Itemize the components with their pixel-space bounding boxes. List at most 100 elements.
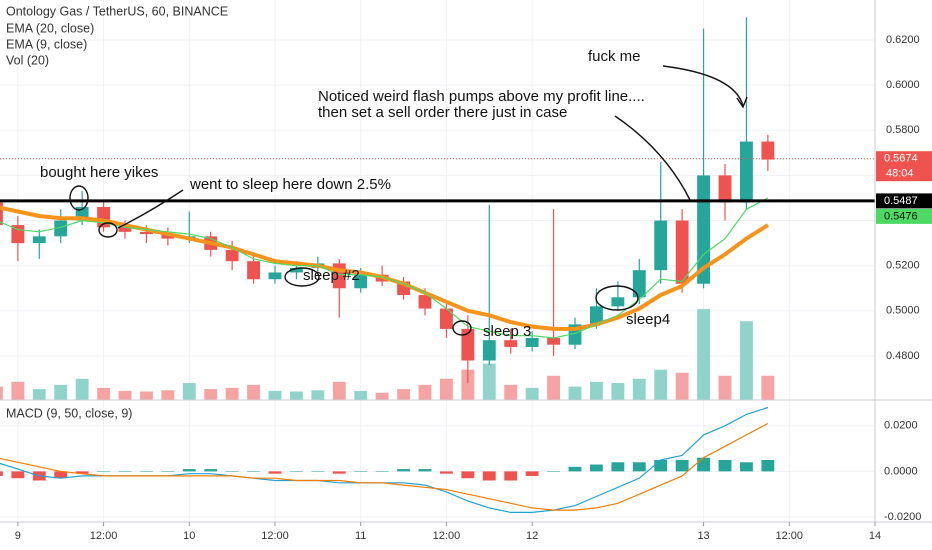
volume-bar: [418, 384, 432, 400]
candle-body: [675, 220, 689, 284]
y-tick-label: 0.5200: [886, 260, 920, 272]
annotation: went to sleep here down 2.5%: [189, 176, 391, 193]
volume-bar: [75, 378, 89, 400]
candle-body: [268, 272, 282, 280]
macd-histogram-bar: [761, 459, 775, 472]
macd-histogram-bar: [418, 469, 432, 472]
candle-body: [354, 274, 368, 289]
macd-histogram-bar: [11, 471, 25, 479]
volume-bar: [504, 384, 518, 400]
x-tick-label: 11: [355, 530, 366, 542]
macd-histogram-bar: [140, 471, 153, 472]
x-tick-label: 10: [183, 530, 195, 542]
x-tick-label: 12:00: [776, 530, 804, 542]
macd-histogram-bar: [740, 462, 753, 472]
macd-histogram-bar: [54, 471, 68, 479]
macd-histogram-bar: [697, 457, 710, 472]
x-tick-label: 12:00: [90, 530, 118, 542]
price-label: 0.5674: [884, 153, 918, 165]
indicator-label: EMA (20, close): [6, 21, 94, 35]
candle-body: [32, 236, 46, 244]
volume-bar: [140, 391, 153, 400]
annotation-arrow: [117, 189, 184, 229]
x-tick-label: 14: [869, 530, 881, 542]
ema-label: 0.5476: [884, 210, 918, 222]
axis-layer: 0.48000.50000.52000.54000.56000.58000.60…: [15, 34, 932, 542]
volume-bar: [332, 381, 346, 400]
candle-body: [525, 337, 539, 347]
volume-bar: [654, 369, 668, 400]
candle-body: [482, 340, 496, 361]
candle-body: [225, 249, 239, 262]
annotation-circle: [284, 267, 320, 287]
candle-body: [504, 340, 518, 347]
x-tick-label: 12:00: [261, 530, 289, 542]
price-label: 0.5487: [884, 195, 918, 207]
volume-bar: [118, 390, 132, 400]
macd-histogram-bar: [482, 471, 496, 481]
macd-histogram-bar: [354, 471, 368, 472]
y-tick-label: 0.6200: [886, 34, 920, 46]
countdown: 48:04: [886, 168, 914, 180]
candle-body: [697, 175, 710, 284]
indicator-label: MACD (9, 50, close, 9): [6, 406, 132, 420]
candle-body: [140, 231, 153, 235]
annotation-circle: [452, 320, 472, 336]
volume-bar: [161, 390, 175, 400]
volume-bar: [697, 309, 710, 400]
macd-histogram-bar: [568, 466, 582, 472]
chart-title: Ontology Gas / TetherUS, 60, BINANCE: [6, 4, 228, 18]
price-label-box: [876, 193, 932, 209]
volume-bar: [525, 387, 539, 400]
volume-bar: [718, 375, 732, 400]
macd-histogram-bar: [0, 471, 3, 476]
volume-bar: [397, 389, 410, 400]
candle-body: [290, 267, 303, 273]
macd-histogram-bar: [611, 462, 625, 472]
volume-bar: [632, 378, 646, 400]
y-tick-label: 0.4800: [886, 350, 920, 362]
annotation-drawings: [69, 65, 748, 336]
volume-bar: [97, 387, 110, 400]
volume-bar: [311, 390, 325, 400]
y-tick-label: 0.0000: [884, 465, 918, 477]
macd-histogram-bar: [590, 464, 603, 472]
volume-bar: [482, 363, 496, 400]
candle-body: [461, 328, 475, 361]
indicator-label: EMA (9, close): [6, 37, 87, 51]
x-tick-label: 13: [697, 530, 709, 542]
annotation-circle: [98, 222, 118, 238]
macd-histogram-bar: [718, 459, 732, 472]
volume-bar: [440, 378, 453, 400]
volume-bar: [375, 392, 389, 400]
volume-bar: [590, 381, 603, 400]
volume-bar: [547, 375, 560, 400]
candle-body: [632, 270, 646, 298]
y-tick-label: 0.6000: [886, 79, 920, 91]
candle-body: [547, 337, 560, 345]
candle-body: [611, 297, 625, 307]
indicator-label: Vol (20): [6, 53, 49, 67]
macd-histogram-bar: [290, 471, 303, 472]
grid-layer: [0, 0, 876, 522]
x-tick-label: 9: [15, 530, 21, 542]
candle-body: [440, 308, 453, 329]
annotation-arrow: [614, 115, 691, 201]
candle-body: [118, 227, 132, 232]
x-tick-label: 12:00: [433, 530, 461, 542]
macd-histogram-bar: [654, 459, 668, 472]
volume-bar: [740, 321, 753, 400]
macd-histogram-bar: [632, 462, 646, 472]
volume-bar: [204, 389, 218, 400]
macd-histogram-bar: [118, 471, 132, 472]
macd-histogram-bar: [675, 459, 689, 472]
annotation: sleep 3: [483, 323, 531, 340]
ema-line: [0, 197, 769, 339]
macd-layer: [0, 406, 775, 513]
y-tick-label: 0.5800: [886, 124, 920, 136]
candle-body: [247, 261, 260, 280]
macd-line: [0, 422, 769, 511]
candle-body: [590, 306, 603, 325]
macd-histogram-bar: [375, 471, 389, 472]
